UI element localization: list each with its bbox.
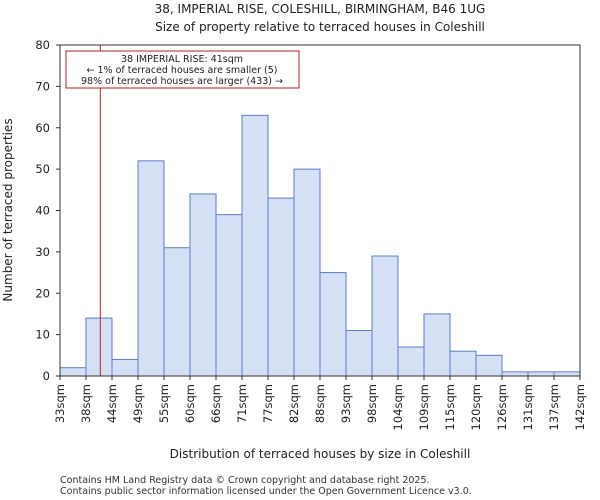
x-tick-label-120sqm: 120sqm: [469, 384, 483, 430]
bar-115sqm: [449, 350, 477, 377]
y-axis: 0 10 20 30 40 50 60 70 80: [35, 38, 60, 383]
x-tick-label-60sqm: 60sqm: [183, 384, 197, 423]
bar-38sqm: [85, 317, 113, 377]
footer-licence: Contains public sector information licen…: [60, 486, 472, 497]
bar-82sqm: [293, 168, 321, 377]
bar-120sqm: [475, 354, 503, 377]
bar-33sqm: [59, 367, 87, 377]
chart-title: 38, IMPERIAL RISE, COLESHILL, BIRMINGHAM…: [155, 2, 486, 16]
annotation-smaller: ← 1% of terraced houses are smaller (5): [87, 65, 278, 76]
x-axis-label: Distribution of terraced houses by size …: [170, 447, 471, 461]
bar-55sqm: [163, 247, 191, 377]
bars-group: [59, 114, 581, 377]
bar-77sqm: [267, 197, 295, 377]
y-tick-label-60: 60: [35, 121, 50, 135]
y-tick-label-10: 10: [35, 328, 50, 342]
y-axis-label: Number of terraced properties: [1, 118, 15, 301]
bar-137sqm: [553, 371, 581, 377]
x-tick-label-55sqm: 55sqm: [157, 384, 171, 423]
bar-71sqm: [241, 114, 269, 377]
plot-frame: [59, 44, 581, 377]
x-tick-label-66sqm: 66sqm: [209, 384, 223, 423]
y-tick-label-30: 30: [35, 245, 50, 259]
y-tick-label-20: 20: [35, 286, 50, 300]
x-tick-label-93sqm: 93sqm: [339, 384, 353, 423]
x-tick-label-71sqm: 71sqm: [235, 384, 249, 423]
x-tick-label-137sqm: 137sqm: [547, 384, 561, 430]
y-tick-label-40: 40: [35, 204, 50, 218]
x-tick-label-126sqm: 126sqm: [495, 384, 509, 430]
x-tick-label-109sqm: 109sqm: [417, 384, 431, 430]
annotation-frame: [65, 50, 300, 89]
x-tick-label-104sqm: 104sqm: [391, 384, 405, 430]
bar-98sqm: [371, 255, 399, 377]
y-tick-label-0: 0: [43, 369, 50, 383]
x-axis: 33sqm 38sqm 44sqm 49sqm 55sqm 60sqm 66sqm 71sqm…: [53, 376, 587, 430]
x-tick-label-33sqm: 33sqm: [53, 384, 67, 423]
x-tick-label-44sqm: 44sqm: [105, 384, 119, 423]
footer-copyright: Contains HM Land Registry data © Crown c…: [60, 475, 430, 486]
x-tick-label-77sqm: 77sqm: [261, 384, 275, 423]
y-tick-label-50: 50: [35, 162, 50, 176]
x-tick-label-49sqm: 49sqm: [131, 384, 145, 423]
bar-93sqm: [345, 329, 373, 377]
x-tick-label-131sqm: 131sqm: [521, 384, 535, 430]
bar-60sqm: [189, 193, 217, 377]
y-tick-label-80: 80: [35, 38, 50, 52]
x-tick-label-98sqm: 98sqm: [365, 384, 379, 423]
annotation-box: 38 IMPERIAL RISE: 41sqm ← 1% of terraced…: [65, 50, 300, 89]
x-tick-label-88sqm: 88sqm: [313, 384, 327, 423]
y-tick-label-70: 70: [35, 79, 50, 93]
chart-subtitle: Size of property relative to terraced ho…: [155, 20, 485, 34]
bar-126sqm: [501, 371, 529, 377]
x-tick-label-38sqm: 38sqm: [79, 384, 93, 423]
bar-44sqm: [111, 358, 139, 377]
bar-88sqm: [319, 272, 347, 377]
annotation-title: 38 IMPERIAL RISE: 41sqm: [121, 54, 243, 65]
bar-49sqm: [137, 160, 165, 377]
bar-109sqm: [423, 313, 451, 377]
bar-131sqm: [527, 371, 555, 377]
x-tick-label-142sqm: 142sqm: [573, 384, 587, 430]
bar-104sqm: [397, 346, 425, 377]
x-tick-label-82sqm: 82sqm: [287, 384, 301, 423]
annotation-larger: 98% of terraced houses are larger (433) …: [81, 76, 283, 87]
x-tick-label-115sqm: 115sqm: [443, 384, 457, 430]
bar-66sqm: [215, 214, 243, 377]
